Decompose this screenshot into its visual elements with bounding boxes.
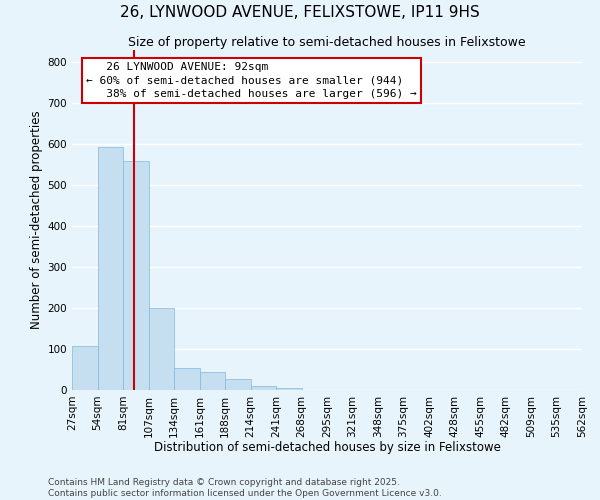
Title: Size of property relative to semi-detached houses in Felixstowe: Size of property relative to semi-detach… [128, 36, 526, 49]
Text: 26 LYNWOOD AVENUE: 92sqm
← 60% of semi-detached houses are smaller (944)
   38% : 26 LYNWOOD AVENUE: 92sqm ← 60% of semi-d… [86, 62, 417, 98]
Bar [276, 388, 302, 390]
Bar [174, 368, 199, 390]
Bar [199, 372, 225, 390]
Bar [97, 148, 123, 390]
X-axis label: Distribution of semi-detached houses by size in Felixstowe: Distribution of semi-detached houses by … [154, 441, 500, 454]
Text: 26, LYNWOOD AVENUE, FELIXSTOWE, IP11 9HS: 26, LYNWOOD AVENUE, FELIXSTOWE, IP11 9HS [120, 5, 480, 20]
Y-axis label: Number of semi-detached properties: Number of semi-detached properties [31, 110, 43, 330]
Bar [225, 378, 251, 390]
Text: Contains HM Land Registry data © Crown copyright and database right 2025.
Contai: Contains HM Land Registry data © Crown c… [48, 478, 442, 498]
Bar [72, 346, 97, 390]
Bar [149, 308, 174, 390]
Bar [123, 160, 149, 390]
Bar [251, 386, 276, 390]
